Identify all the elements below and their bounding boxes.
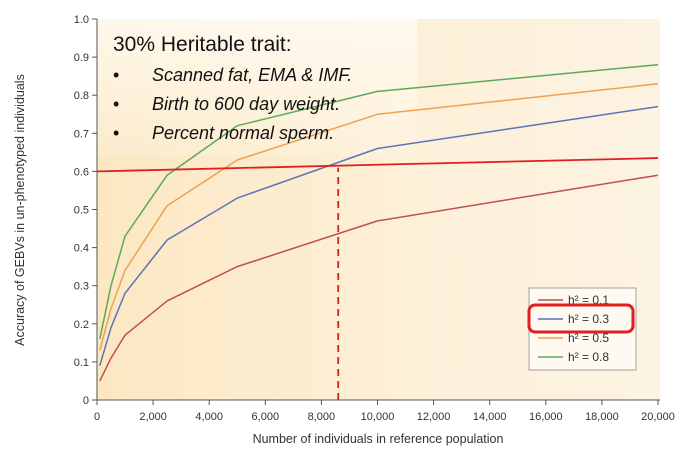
text-overlay: 30% Heritable trait: • Scanned fat, EMA … [113,33,352,143]
x-tick-label: 20,000 [641,411,675,423]
x-tick-label: 14,000 [473,411,507,423]
x-tick-label: 18,000 [585,411,619,423]
y-axis-ticks: 0 0.1 0.2 0.3 0.4 0.5 0.6 0.7 0.8 0.9 1.0 [74,14,97,407]
x-tick-label: 2,000 [139,411,167,423]
overlay-item-1: Scanned fat, EMA & IMF. [152,65,352,85]
y-tick-label: 0.9 [74,52,89,64]
overlay-bullet-2: • [113,94,119,114]
legend-box [528,287,637,371]
legend: h² = 0.1 h² = 0.3 h² = 0.5 h² = 0.8 [527,287,637,371]
y-tick-label: 0.1 [74,357,89,369]
y-tick-label: 0.4 [74,243,89,255]
y-tick-label: 0.7 [74,128,89,140]
x-tick-label: 10,000 [361,411,395,423]
legend-label-h05: h² = 0.5 [568,331,609,345]
overlay-item-3: Percent normal sperm. [152,123,334,143]
x-tick-label: 0 [94,411,100,423]
x-axis-ticks: 0 2,000 4,000 6,000 8,000 10,000 12,000 14,000 1… [94,400,675,423]
series-line-0 [99,174,659,382]
y-axis-title: Accuracy of GEBVs in un-phenotyped indiv… [13,74,27,346]
y-tick-label: 0.3 [74,281,89,293]
y-tick-label: 0.6 [74,166,89,178]
y-tick-label: 0 [83,395,89,407]
y-tick-label: 0.2 [74,319,89,331]
x-tick-label: 4,000 [195,411,223,423]
overlay-title: 30% Heritable trait: [113,33,292,56]
x-tick-label: 8,000 [308,411,336,423]
legend-label-h08: h² = 0.8 [568,350,609,364]
y-tick-label: 0.8 [74,90,89,102]
x-tick-label: 16,000 [529,411,563,423]
series-layer [99,63,659,382]
series-line-3 [99,63,659,340]
x-tick-label: 12,000 [417,411,451,423]
legend-highlight-box [527,303,635,334]
x-tick-label: 6,000 [252,411,280,423]
plot-background-highlight [97,19,417,155]
x-axis-title: Number of individuals in reference popul… [253,432,504,446]
series-line-2 [99,83,659,351]
overlay-bullet-3: • [113,123,119,143]
overlay-bullet-1: • [113,65,119,85]
series-line-1 [99,105,659,366]
overlay-item-2: Birth to 600 day weight. [152,94,340,114]
y-tick-label: 0.5 [74,205,89,217]
reference-line [96,157,659,173]
y-tick-label: 1.0 [74,14,89,26]
legend-label-h03: h² = 0.3 [568,312,609,326]
